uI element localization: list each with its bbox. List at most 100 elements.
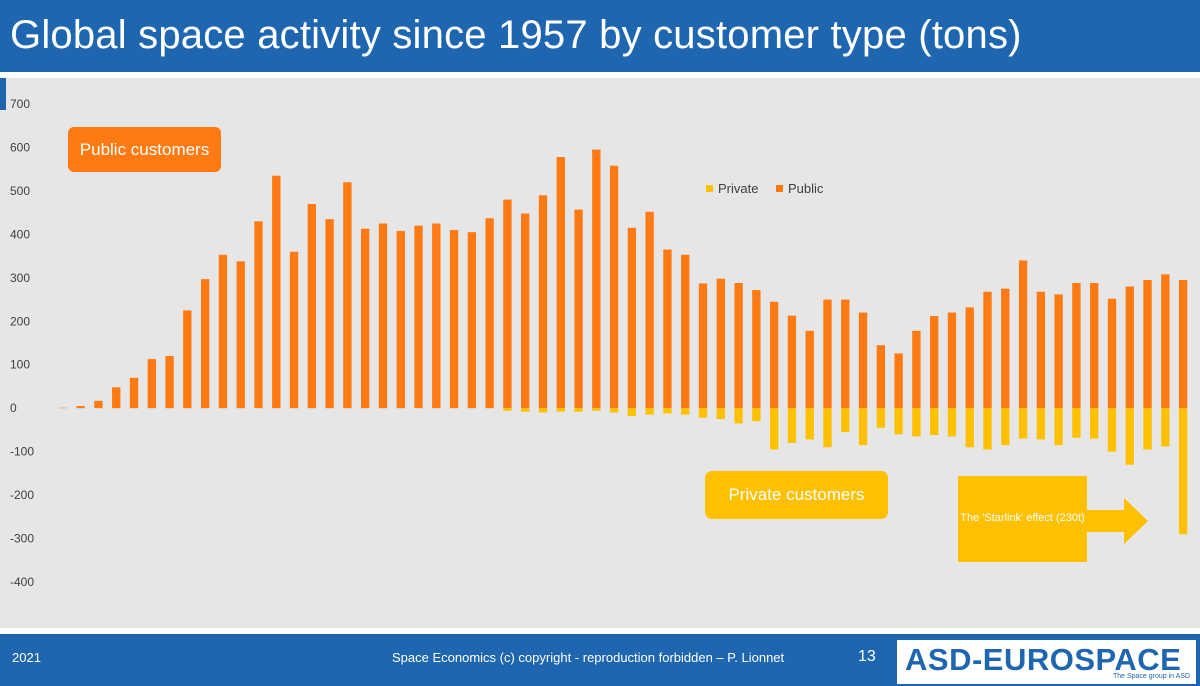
y-tick-label: 0 <box>10 401 17 415</box>
bar-public-2001 <box>841 299 850 409</box>
legend-swatch-public <box>776 185 783 192</box>
bar-private-2002 <box>858 408 868 446</box>
bar-private-1998 <box>787 408 797 443</box>
page-number: 13 <box>858 648 876 665</box>
bar-public-1981 <box>485 218 494 409</box>
corner-accent <box>0 78 6 110</box>
y-tick-label: 300 <box>10 271 30 285</box>
bar-public-1978 <box>432 223 441 409</box>
bar-public-2013 <box>1054 294 1063 409</box>
legend-label-private: Private <box>718 181 758 196</box>
bar-private-2020 <box>1178 408 1188 535</box>
bar-public-1982 <box>503 199 512 409</box>
y-tick-label: 200 <box>10 314 30 328</box>
bar-private-1983 <box>521 408 530 412</box>
bar-public-1967 <box>236 261 245 409</box>
bar-public-1971 <box>307 203 317 409</box>
bar-public-2002 <box>858 312 868 409</box>
logo-tagline: The Space group in ASD <box>1112 673 1190 680</box>
chart-legend: Private Public <box>706 181 824 196</box>
bar-public-2014 <box>1072 283 1081 409</box>
bar-private-2015 <box>1090 408 1099 439</box>
bar-public-1984 <box>538 195 548 409</box>
bar-private-2004 <box>894 408 903 435</box>
bar-public-1962 <box>147 359 156 409</box>
bar-private-2005 <box>912 408 921 437</box>
y-tick-label: 400 <box>10 227 30 241</box>
bar-private-1997 <box>769 408 779 450</box>
bar-private-1988 <box>609 408 619 413</box>
bar-public-1975 <box>378 223 388 409</box>
bar-private-1989 <box>627 408 637 416</box>
bar-public-1974 <box>360 228 370 409</box>
bar-public-1963 <box>165 356 174 409</box>
logo-text: ASD-EUROSPACE <box>905 642 1182 677</box>
legend-label-public: Public <box>788 181 824 196</box>
bar-private-1999 <box>805 408 814 440</box>
title-bar: Global space activity since 1957 by cust… <box>0 0 1200 72</box>
public-customers-callout: Public customers <box>68 127 221 172</box>
bar-private-1982 <box>503 408 512 411</box>
y-tick-label: 600 <box>10 140 30 154</box>
bar-public-2020 <box>1178 279 1188 409</box>
bar-public-1987 <box>592 149 601 409</box>
bar-public-1965 <box>200 279 210 409</box>
footer-bar: 2021 Space Economics (c) copyright - rep… <box>0 634 1200 686</box>
bar-private-1995 <box>734 408 743 424</box>
bar-public-2016 <box>1107 298 1117 409</box>
bar-public-1969 <box>272 175 281 409</box>
y-tick-label: 500 <box>10 184 30 198</box>
starlink-effect-callout: The 'Starlink' effect (230t) <box>958 476 1087 562</box>
bar-private-2006 <box>929 408 939 436</box>
bar-public-1973 <box>343 182 352 409</box>
bar-public-1979 <box>449 230 459 409</box>
y-tick-label: -200 <box>10 488 34 502</box>
bar-private-2014 <box>1072 408 1081 438</box>
bar-private-2017 <box>1125 408 1134 465</box>
bar-public-1999 <box>805 330 814 409</box>
bar-public-1959 <box>94 400 103 409</box>
bar-public-1966 <box>218 254 228 409</box>
bar-public-2006 <box>929 316 939 409</box>
bar-public-2017 <box>1125 286 1134 409</box>
footer-copyright: Space Economics (c) copyright - reproduc… <box>392 650 785 665</box>
bar-private-1992 <box>681 408 690 415</box>
bar-public-1970 <box>289 251 299 409</box>
bar-public-1998 <box>787 315 797 409</box>
bar-public-2012 <box>1036 291 1046 409</box>
bar-public-1991 <box>663 249 672 409</box>
bar-public-1992 <box>681 254 690 409</box>
bar-public-1989 <box>627 227 637 409</box>
bar-private-1986 <box>574 408 583 412</box>
bar-private-1987 <box>592 408 601 411</box>
bar-public-2004 <box>894 353 903 409</box>
bar-private-1993 <box>698 408 708 418</box>
bar-public-1958 <box>76 406 85 409</box>
bar-private-2009 <box>983 408 992 450</box>
bar-chart: 700 600 500 400 300 200 100 0 -100 -200 -300 -400 P… <box>10 97 1188 589</box>
bar-public-1990 <box>645 211 654 409</box>
y-tick-label: 700 <box>10 97 30 111</box>
bar-private-2003 <box>876 408 886 428</box>
starlink-arrow-icon <box>1086 498 1148 544</box>
footer-year: 2021 <box>12 650 41 665</box>
bar-private-1990 <box>645 408 654 415</box>
bar-private-2011 <box>1018 408 1028 439</box>
y-tick-label: -100 <box>10 445 34 459</box>
bar-private-2013 <box>1054 408 1063 446</box>
bar-private-2019 <box>1161 408 1170 447</box>
bar-public-1994 <box>716 278 725 409</box>
bar-private-1994 <box>716 408 725 420</box>
bar-private-2008 <box>965 408 974 448</box>
bar-public-1977 <box>414 225 423 409</box>
bar-private-1985 <box>556 408 565 412</box>
bar-private-2000 <box>823 408 832 448</box>
bar-public-2018 <box>1143 279 1152 409</box>
bar-private-2010 <box>1001 408 1010 446</box>
bar-public-1985 <box>556 157 565 409</box>
bar-private-2012 <box>1036 408 1046 440</box>
bar-public-2015 <box>1090 283 1099 409</box>
y-tick-label: 100 <box>10 358 30 372</box>
bar-public-2003 <box>876 345 886 409</box>
bar-public-1972 <box>325 219 334 409</box>
